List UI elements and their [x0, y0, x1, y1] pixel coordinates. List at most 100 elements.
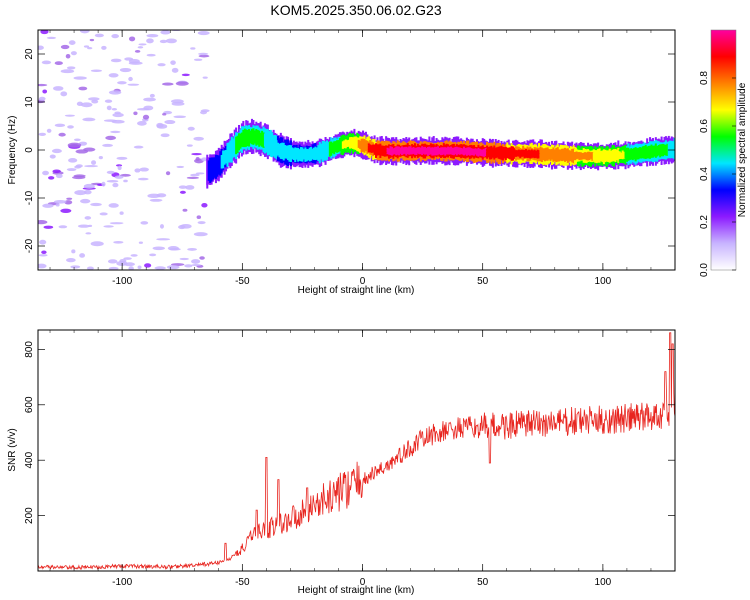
- noise-blob: [49, 154, 56, 159]
- snr-y-axis-label: SNR (v/v): [7, 428, 18, 471]
- noise-blob: [111, 107, 118, 111]
- ridge-segment: [279, 143, 282, 159]
- noise-blob: [89, 38, 95, 42]
- ridge-segment: [539, 153, 542, 157]
- ridge-segment: [235, 136, 238, 155]
- ridge-segment: [392, 148, 395, 154]
- noise-blob: [110, 130, 121, 134]
- noise-blob: [137, 265, 142, 270]
- noise-blob: [152, 246, 165, 251]
- ridge-segment: [540, 152, 543, 156]
- ridge-segment: [253, 130, 256, 144]
- noise-blob: [198, 52, 209, 56]
- y-tick-label: -20: [24, 238, 35, 253]
- y-tick-label: 600: [24, 396, 35, 413]
- ridge-segment: [438, 149, 441, 153]
- noise-blob: [82, 117, 96, 122]
- ridge-segment: [628, 149, 631, 160]
- colorbar-tick-label: 0.4: [699, 167, 710, 181]
- ridge-segment: [470, 149, 473, 155]
- noise-blob: [64, 114, 75, 117]
- noise-blob: [162, 112, 167, 116]
- noise-blob: [147, 193, 161, 199]
- ridge-segment: [662, 143, 665, 157]
- ridge-segment: [327, 143, 330, 157]
- noise-blob: [160, 133, 170, 138]
- ridge-segment: [532, 152, 535, 156]
- ridge-segment: [670, 142, 673, 156]
- ridge-segment: [413, 149, 416, 153]
- noise-blob: [193, 58, 203, 61]
- noise-blob: [134, 168, 141, 173]
- noise-blob: [40, 30, 49, 35]
- ridge-segment: [509, 151, 512, 156]
- noise-blob: [139, 167, 149, 172]
- noise-blob: [84, 165, 99, 168]
- ridge-segment: [324, 143, 327, 159]
- ridge-segment: [653, 145, 656, 157]
- ridge-segment: [587, 151, 590, 161]
- noise-blob: [159, 224, 164, 229]
- ridge-segment: [591, 152, 594, 161]
- ridge-segment: [415, 149, 418, 154]
- noise-blob: [182, 208, 188, 212]
- noise-blob: [191, 152, 202, 156]
- colorbar-tick-label: 0.0: [699, 263, 710, 277]
- noise-blob: [52, 169, 61, 174]
- noise-blob: [99, 212, 108, 216]
- noise-blob: [66, 66, 76, 70]
- ridge-segment: [441, 149, 444, 153]
- noise-blob: [201, 202, 208, 208]
- ridge-segment: [212, 157, 215, 180]
- ridge-segment: [471, 149, 474, 154]
- noise-blob: [130, 254, 138, 257]
- ridge-segment: [400, 149, 404, 153]
- ridge-segment: [507, 151, 510, 156]
- ridge-segment: [363, 143, 366, 147]
- noise-blob: [128, 58, 140, 64]
- ridge-segment: [451, 149, 454, 153]
- ridge-segment: [418, 148, 421, 153]
- ridge-segment: [219, 151, 222, 176]
- noise-blob: [201, 157, 208, 162]
- ridge-segment: [424, 149, 427, 153]
- ridge-segment: [334, 141, 337, 153]
- noise-blob: [181, 73, 190, 77]
- ridge-segment: [657, 145, 660, 156]
- x-tick-label: -100: [112, 276, 132, 287]
- ridge-segment: [379, 148, 382, 153]
- colorbar-ticks: 0.0 0.2 0.4 0.6 0.8: [699, 71, 736, 277]
- ridge-segment: [465, 149, 468, 154]
- ridge-segment: [233, 138, 236, 155]
- y-tick-label: 10: [24, 96, 35, 108]
- ridge-segment: [512, 152, 515, 156]
- ridge-segment: [375, 147, 378, 152]
- noise-blob: [187, 126, 195, 131]
- ridge-segment: [297, 147, 300, 162]
- noise-blob: [128, 266, 134, 270]
- spectrogram-data: [38, 30, 675, 270]
- ridge-segment: [240, 132, 243, 147]
- noise-blob: [142, 114, 150, 120]
- ridge-segment: [359, 140, 362, 149]
- ridge-segment: [454, 148, 457, 153]
- x-tick-label: -100: [112, 577, 132, 588]
- ridge-segment: [268, 134, 271, 152]
- noise-blob: [98, 156, 103, 160]
- ridge-segment: [259, 132, 262, 146]
- ridge-segment: [523, 152, 526, 156]
- noise-blob: [196, 215, 202, 219]
- noise-blob: [171, 67, 179, 73]
- chart-title: KOM5.2025.350.06.02.G23: [270, 2, 441, 18]
- x-tick-label: -50: [235, 276, 250, 287]
- ridge-segment: [330, 141, 333, 156]
- ridge-segment: [288, 144, 291, 162]
- snr-panel: -100 -50 0 50 100 200 400 600 800 Height of stra…: [7, 329, 676, 596]
- ridge-segment: [484, 151, 487, 155]
- ridge-segment: [565, 151, 568, 159]
- noise-blob: [128, 36, 136, 42]
- ridge-segment: [223, 150, 226, 165]
- ridge-segment: [278, 143, 281, 158]
- ridge-segment: [607, 152, 610, 161]
